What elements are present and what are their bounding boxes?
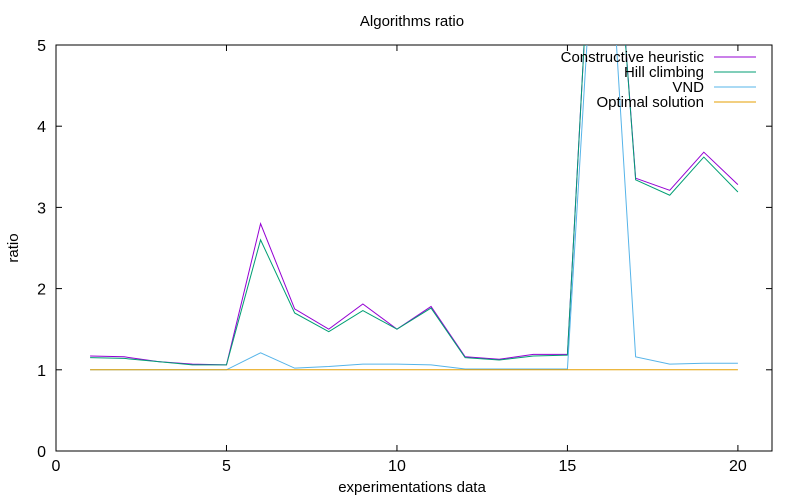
- x-tick-label: 10: [388, 458, 406, 475]
- y-tick-label: 3: [37, 200, 46, 217]
- legend-label-2: VND: [672, 79, 704, 96]
- x-tick-label: 0: [52, 458, 61, 475]
- series-layer: [90, 45, 739, 371]
- y-tick-label: 4: [37, 119, 46, 136]
- x-axis-label: experimentations data: [338, 479, 486, 496]
- x-tick-label: 20: [729, 458, 747, 475]
- legend-label-0: Constructive heuristic: [561, 49, 705, 66]
- axis-ticks: 0 5 10 15 20 0 1 2 3 4 5: [37, 38, 772, 475]
- y-tick-label: 2: [37, 282, 46, 299]
- x-tick-label: 5: [222, 458, 231, 475]
- chart-title: Algorithms ratio: [360, 13, 464, 30]
- series-line-1: [90, 45, 739, 366]
- legend-label-1: Hill climbing: [624, 64, 704, 81]
- legend-label-3: Optimal solution: [596, 94, 704, 111]
- x-tick-label: 15: [559, 458, 577, 475]
- y-tick-label: 0: [37, 444, 46, 461]
- y-axis-label: ratio: [5, 233, 22, 262]
- plot-frame: [55, 44, 773, 452]
- y-tick-label: 1: [37, 363, 46, 380]
- y-tick-label: 5: [37, 38, 46, 55]
